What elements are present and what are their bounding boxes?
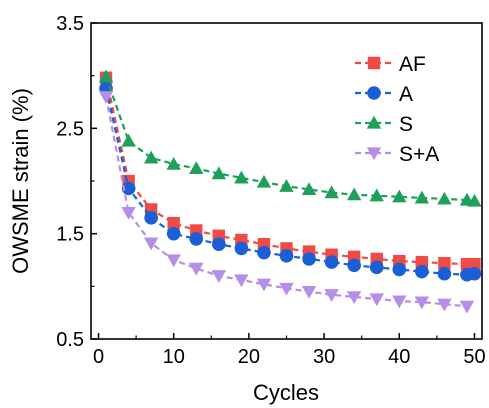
data-point: [459, 300, 475, 314]
x-tick-label: 20: [238, 346, 260, 368]
legend-marker: [366, 147, 382, 161]
legend: AF AS S+A: [355, 53, 439, 166]
legend-label: S: [399, 113, 413, 136]
series-s: [98, 69, 482, 207]
legend-item: S+A: [355, 143, 439, 166]
data-point: [98, 91, 114, 104]
data-point: [324, 289, 339, 302]
data-point: [467, 193, 482, 207]
series-line: [104, 76, 475, 203]
data-point: [234, 274, 249, 288]
data-point: [257, 245, 271, 260]
series-line: [104, 77, 475, 266]
data-point: [467, 266, 482, 281]
y-tick-label: 2.5: [56, 118, 84, 140]
data-point: [234, 241, 249, 256]
y-axis-title: OWSME strain (%): [8, 88, 33, 274]
data-point: [414, 190, 430, 204]
legend-label: S+A: [399, 143, 439, 166]
series-af: [99, 71, 481, 271]
legend-item: A: [355, 83, 413, 106]
legend-item: AF: [355, 53, 426, 76]
data-point: [166, 254, 181, 268]
y-tick-label: 0.5: [56, 329, 84, 351]
data-point: [392, 189, 407, 203]
data-point: [369, 188, 384, 202]
data-point: [189, 232, 204, 246]
data-point: [324, 185, 339, 199]
data-point: [392, 262, 407, 277]
data-point: [279, 179, 294, 192]
series-layer: [98, 69, 482, 314]
data-point: [121, 206, 136, 220]
x-axis-title: Cycles: [253, 380, 319, 405]
x-tick-label: 50: [463, 346, 485, 368]
y-tick-label: 1.5: [56, 224, 84, 246]
data-point: [415, 255, 429, 269]
x-tick-label: 40: [388, 346, 410, 368]
data-point: [437, 266, 452, 281]
data-point: [302, 252, 316, 266]
data-point: [167, 216, 180, 230]
data-point: [369, 293, 384, 307]
y-tick-label: 3.5: [56, 13, 84, 35]
data-point: [438, 256, 451, 270]
legend-label: AF: [399, 53, 426, 76]
data-point: [143, 237, 159, 251]
legend-marker: [367, 86, 381, 100]
legend-marker: [366, 115, 382, 129]
data-point: [301, 182, 317, 196]
x-tick-label: 10: [163, 346, 185, 368]
legend-marker: [367, 56, 381, 70]
data-point: [143, 150, 159, 164]
data-point: [279, 282, 294, 296]
data-point: [437, 191, 452, 205]
data-point: [121, 133, 136, 147]
data-point: [256, 174, 272, 188]
x-tick-label: 30: [313, 346, 335, 368]
data-point: [279, 248, 294, 263]
data-point: [468, 258, 481, 271]
data-point: [98, 69, 114, 83]
data-point: [346, 187, 362, 201]
data-point: [301, 285, 317, 299]
legend-label: A: [399, 83, 413, 106]
data-point: [166, 226, 181, 241]
data-point: [212, 237, 226, 251]
data-point: [144, 211, 158, 225]
data-point: [166, 156, 181, 170]
data-point: [369, 260, 384, 275]
x-tick-label: 0: [93, 346, 104, 368]
data-point: [189, 161, 204, 174]
data-point: [392, 295, 407, 309]
data-point: [324, 255, 339, 269]
data-point: [347, 258, 361, 273]
data-point: [346, 291, 362, 305]
ticks-layer: 0 10 20 30 40 50 0.5 1.5 2.5 3.5: [56, 13, 485, 368]
data-point: [234, 170, 249, 184]
data-point: [189, 262, 204, 276]
legend-item: S: [355, 113, 413, 136]
data-point: [211, 166, 227, 180]
series-a: [99, 81, 482, 282]
data-point: [437, 298, 452, 312]
data-point: [211, 270, 227, 283]
data-point: [256, 278, 272, 292]
data-point: [414, 296, 430, 310]
data-point: [121, 181, 136, 196]
data-point: [415, 264, 429, 279]
series-s-a: [98, 91, 475, 314]
